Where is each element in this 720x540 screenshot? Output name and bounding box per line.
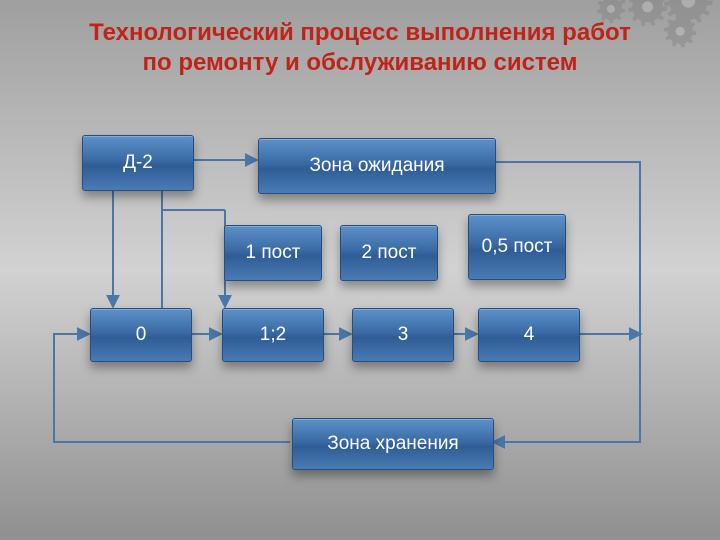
node-d2: Д-2 bbox=[82, 135, 194, 191]
node-p05: 0,5 пост bbox=[468, 214, 566, 280]
node-s4: 4 bbox=[478, 308, 580, 362]
node-p2: 2 пост bbox=[340, 225, 438, 281]
node-s0: 0 bbox=[90, 308, 192, 362]
node-p1: 1 пост bbox=[224, 225, 322, 281]
node-store: Зона хранения bbox=[292, 418, 494, 470]
page-title: Технологический процесс выполнения работ… bbox=[0, 18, 720, 78]
node-wait: Зона ожидания bbox=[258, 138, 496, 194]
node-s3: 3 bbox=[352, 308, 454, 362]
node-s12: 1;2 bbox=[222, 308, 324, 362]
stage: Технологический процесс выполнения работ… bbox=[0, 0, 720, 540]
